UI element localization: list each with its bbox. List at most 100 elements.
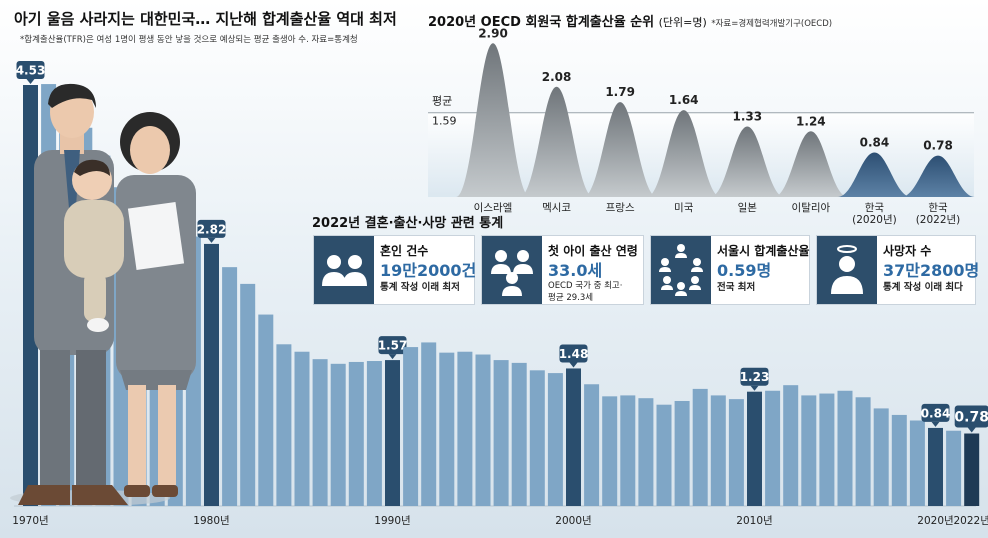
trend-value-label: 1.57 (378, 339, 408, 353)
trend-value-label: 1.23 (740, 370, 770, 384)
trend-bar (656, 404, 672, 506)
oecd-peak-value: 1.24 (796, 114, 826, 128)
trend-bar (403, 347, 419, 506)
family-icon (482, 236, 542, 304)
trend-bar (964, 433, 980, 506)
trend-bar (674, 400, 690, 506)
oecd-peak-value: 1.64 (669, 93, 699, 107)
trend-bar (511, 362, 527, 506)
trend-bar (566, 368, 581, 506)
trend-bar (765, 390, 781, 506)
trend-bar (240, 283, 256, 506)
first-birth-age-label: 첫 아이 출산 연령 (548, 244, 638, 258)
oecd-peak-value: 1.79 (605, 85, 635, 99)
page-title: 아기 울음 사라지는 대한민국… 지난해 합계출산율 역대 최저 (14, 10, 397, 28)
trend-x-tick: 2010년 (736, 515, 772, 527)
oecd-title-text: 2020년 OECD 회원국 합계출산율 순위 (428, 15, 655, 30)
trend-value-pointer (569, 362, 578, 368)
first-birth-age-note2: 평균 29.3세 (548, 293, 594, 303)
trend-bar (529, 370, 545, 506)
trend-value-label: 0.84 (921, 406, 951, 420)
page-subtitle: *합계출산율(TFR)은 여성 1명이 평생 동안 낳을 것으로 예상되는 평균… (20, 35, 358, 45)
trend-bar (547, 373, 563, 506)
deaths-label: 사망자 수 (883, 244, 932, 258)
trend-bar (728, 399, 744, 506)
trend-bar (891, 414, 907, 506)
trend-x-tick: 1970년 (12, 515, 48, 527)
trend-bar (620, 395, 636, 506)
trend-value-label: 1.48 (559, 347, 589, 361)
oecd-peak (837, 152, 912, 197)
seoul-tfr-label: 서울시 합계출산율 (717, 244, 810, 258)
trend-bar (638, 398, 654, 506)
trend-bar (928, 427, 943, 506)
oecd-peak (773, 131, 848, 197)
trend-bar (783, 385, 799, 506)
trend-bar (602, 396, 618, 506)
trend-bar (366, 361, 382, 506)
trend-bar (457, 351, 473, 506)
trend-bar (493, 360, 509, 506)
oecd-peak-value: 2.08 (542, 70, 572, 84)
oecd-peaks: 평균 1.59 2.90 이스라엘 2.08 멕시코 1.79 프랑스 1.64 미국 1.33 일본… (428, 26, 975, 226)
trend-x-tick: 1990년 (374, 515, 410, 527)
trend-bar (475, 354, 491, 506)
trend-value-box (740, 367, 769, 386)
marriage-stat-card: 혼인 건수 19만2000건 통계 작성 이래 최저 (313, 235, 476, 305)
family-illustration (10, 83, 196, 506)
seoul-tfr-note: 전국 최저 (717, 282, 756, 293)
trend-value-pointer (207, 237, 216, 243)
trend-bar (294, 351, 310, 506)
trend-x-tick: 2000년 (555, 515, 591, 527)
trend-x-tick: 2022년 (954, 515, 988, 527)
group-circle-icon (651, 236, 711, 304)
deaths-card: 사망자 수 37만2800명 통계 작성 이래 최다 (816, 235, 979, 305)
trend-bar (710, 395, 726, 506)
oecd-peak (646, 110, 721, 197)
trend-bar (801, 395, 817, 506)
oecd-peak (710, 126, 785, 197)
trend-value-box (921, 403, 950, 422)
trend-value-pointer (26, 79, 35, 84)
oecd-country-label: 한국 (2022년) (916, 202, 961, 226)
oecd-peak-value: 2.90 (478, 26, 508, 40)
trend-bar (747, 391, 762, 506)
oecd-country-label: 멕시코 (542, 202, 571, 214)
oecd-average-label: 평균 (432, 95, 452, 108)
trend-value-box (16, 61, 45, 79)
oecd-unit: (단위=명) (658, 16, 707, 29)
trend-bar (819, 393, 835, 506)
trend-value-pointer (967, 427, 976, 433)
seoul-tfr-card: 서울시 합계출산율 0.59명 전국 최저 (650, 235, 810, 305)
trend-value-label: 0.78 (954, 410, 988, 426)
oecd-country-label: 이스라엘 (474, 201, 513, 214)
trend-x-tick: 2020년 (917, 515, 953, 527)
trend-value-box (378, 336, 407, 355)
angel-icon (817, 236, 877, 304)
trend-value-box (954, 405, 988, 428)
oecd-source: *자료=경제협력개발기구(OECD) (711, 19, 833, 29)
trend-bar (258, 314, 274, 506)
oecd-peak-value: 0.84 (860, 135, 890, 149)
trend-bar (222, 267, 238, 506)
oecd-average-value: 1.59 (432, 115, 457, 128)
trend-bar (855, 397, 871, 506)
marriage-label: 혼인 건수 (380, 244, 429, 258)
couple-icon (314, 236, 374, 304)
trend-bar (584, 384, 600, 506)
oecd-country-label: 한국 (2020년) (852, 202, 897, 226)
trend-bar (692, 388, 708, 506)
trend-value-label: 4.53 (16, 64, 46, 78)
trend-bar (348, 361, 364, 506)
first-birth-age-note: OECD 국가 중 최고· (548, 281, 623, 291)
oecd-peak (901, 155, 975, 197)
oecd-peak (456, 43, 530, 197)
trend-value-label: 2.82 (197, 222, 227, 236)
trend-value-box (559, 344, 588, 363)
trend-bar (873, 408, 889, 506)
oecd-peak (583, 102, 658, 197)
seoul-tfr-value: 0.59명 (717, 261, 772, 280)
deaths-note: 통계 작성 이래 최다 (883, 282, 963, 293)
oecd-peak (519, 86, 594, 197)
oecd-country-label: 미국 (674, 202, 694, 214)
